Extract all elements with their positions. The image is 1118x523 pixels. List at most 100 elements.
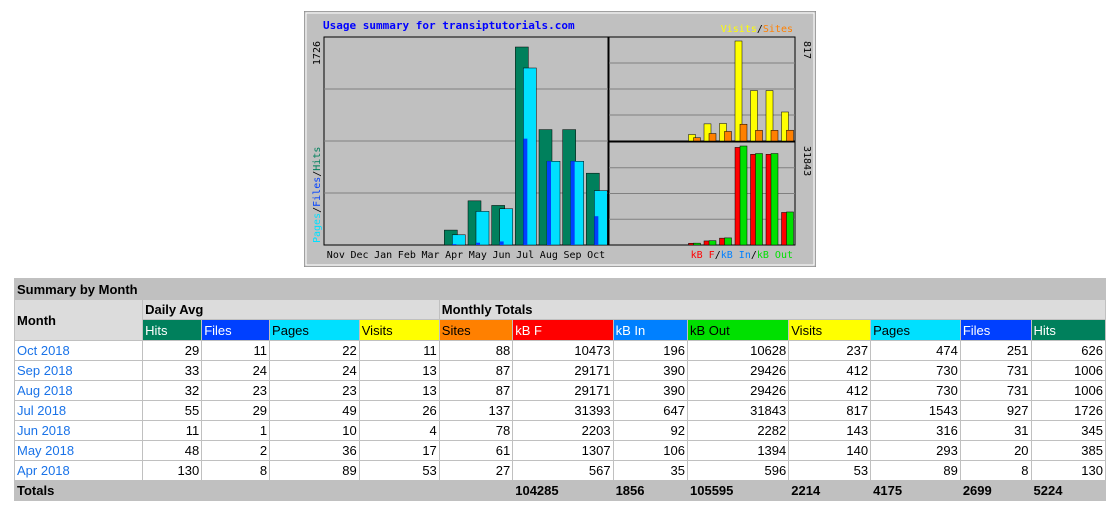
value-cell: 385 (1030, 440, 1107, 461)
column-header: kB In (612, 319, 689, 341)
month-cell: Jun 2018 (13, 420, 144, 441)
month-link[interactable]: Jun 2018 (17, 423, 71, 438)
value-cell: 29426 (686, 360, 790, 381)
value-cell: 55 (142, 400, 203, 421)
sites-bar (739, 123, 748, 142)
value-cell: 345 (1030, 420, 1107, 441)
value-cell: 10 (269, 420, 360, 441)
month-link[interactable]: Oct 2018 (17, 343, 70, 358)
value-cell: 927 (959, 400, 1032, 421)
files-bar (523, 138, 528, 245)
files-bar (570, 161, 575, 245)
column-header: Hits (142, 319, 203, 341)
month-tick-label: Nov (327, 250, 345, 261)
month-header: Month (13, 299, 144, 341)
value-cell: 78 (438, 420, 514, 441)
value-cell: 390 (612, 360, 689, 381)
totals-cell: 104285 (512, 480, 614, 501)
summary-body: Oct 2018 29 11 22 11 88 10473 196 10628 237 474 251… (13, 340, 1107, 501)
kbout-bar (786, 211, 794, 246)
month-tick-label: Apr (445, 250, 463, 261)
month-tick-label: Oct (587, 250, 605, 261)
left-scale-label: 1726 (312, 41, 323, 65)
value-cell: 92 (612, 420, 689, 441)
value-cell: 87 (438, 360, 514, 381)
totals-cell: 4175 (870, 480, 961, 501)
value-cell: 29171 (512, 360, 614, 381)
value-cell: 1006 (1030, 360, 1107, 381)
table-row: Jul 2018 55 29 49 26 137 31393 647 31843 817 1543 9… (13, 400, 1107, 421)
totals-label: Totals (13, 480, 514, 501)
value-cell: 89 (870, 460, 961, 481)
column-header: kB F (512, 319, 614, 341)
value-cell: 29171 (512, 380, 614, 401)
kbout-bar (693, 242, 701, 246)
value-cell: 20 (959, 440, 1032, 461)
chart-title: Usage summary for transiptutorials.com (323, 19, 575, 32)
month-tick-label: Feb (398, 250, 416, 261)
value-cell: 817 (788, 400, 872, 421)
value-cell: 1726 (1030, 400, 1107, 421)
files-bar (476, 242, 480, 245)
month-link[interactable]: Sep 2018 (17, 363, 73, 378)
legend-separator: / (751, 250, 757, 261)
column-header: Hits (1030, 319, 1107, 341)
visits-bar (765, 90, 774, 142)
column-header: Pages (269, 319, 360, 341)
value-cell: 1006 (1030, 380, 1107, 401)
value-cell: 237 (788, 340, 872, 361)
value-cell: 13 (358, 360, 440, 381)
totals-cell: 1856 (612, 480, 689, 501)
month-tick-label: Mar (421, 250, 439, 261)
value-cell: 1543 (870, 400, 961, 421)
value-cell: 1307 (512, 440, 614, 461)
sites-bar (770, 130, 779, 142)
legend-entry: Sites (763, 24, 793, 35)
usage-chart: Usage summary for transiptutorials.com N… (304, 11, 816, 267)
value-cell: 11 (201, 340, 271, 361)
value-cell: 731 (959, 360, 1032, 381)
value-cell: 2282 (686, 420, 790, 441)
value-cell: 1394 (686, 440, 790, 461)
value-cell: 31393 (512, 400, 614, 421)
value-cell: 626 (1030, 340, 1107, 361)
value-cell: 17 (358, 440, 440, 461)
totals-cell: 2699 (959, 480, 1032, 501)
value-cell: 8 (201, 460, 271, 481)
legend-separator: / (715, 250, 721, 261)
month-link[interactable]: May 2018 (17, 443, 75, 458)
value-cell: 24 (201, 360, 271, 381)
month-cell: Aug 2018 (13, 380, 144, 401)
table-row: Oct 2018 29 11 22 11 88 10473 196 10628 237 474 251… (13, 340, 1107, 361)
value-cell: 474 (870, 340, 961, 361)
visits-bar (781, 111, 789, 142)
legend-entry: Hits (312, 147, 323, 171)
value-cell: 596 (686, 460, 790, 481)
value-cell: 53 (788, 460, 872, 481)
totals-cell: 105595 (686, 480, 790, 501)
value-cell: 143 (788, 420, 872, 441)
table-row: Jun 2018 11 1 10 4 78 2203 92 2282 143 316 31 345 (13, 420, 1107, 441)
month-tick-label: Jun (492, 250, 510, 261)
kbout-bar (770, 153, 779, 246)
month-link[interactable]: Aug 2018 (17, 383, 73, 398)
value-cell: 49 (269, 400, 360, 421)
column-header: Files (959, 319, 1032, 341)
month-link[interactable]: Apr 2018 (17, 463, 70, 478)
legend-entry: kB In (721, 250, 751, 261)
value-cell: 4 (358, 420, 440, 441)
summary-title: Summary by Month (14, 278, 1106, 300)
legend-entry: kB Out (757, 250, 793, 261)
legend-entry: Pages (312, 213, 323, 243)
month-link[interactable]: Jul 2018 (17, 403, 67, 418)
legend-entry: Files (312, 177, 323, 207)
legend-separator: / (312, 171, 323, 177)
value-cell: 390 (612, 380, 689, 401)
value-cell: 35 (612, 460, 689, 481)
value-cell: 36 (269, 440, 360, 461)
column-header: Visits (358, 319, 440, 341)
value-cell: 22 (269, 340, 360, 361)
month-cell: Oct 2018 (13, 340, 144, 361)
value-cell: 32 (142, 380, 203, 401)
